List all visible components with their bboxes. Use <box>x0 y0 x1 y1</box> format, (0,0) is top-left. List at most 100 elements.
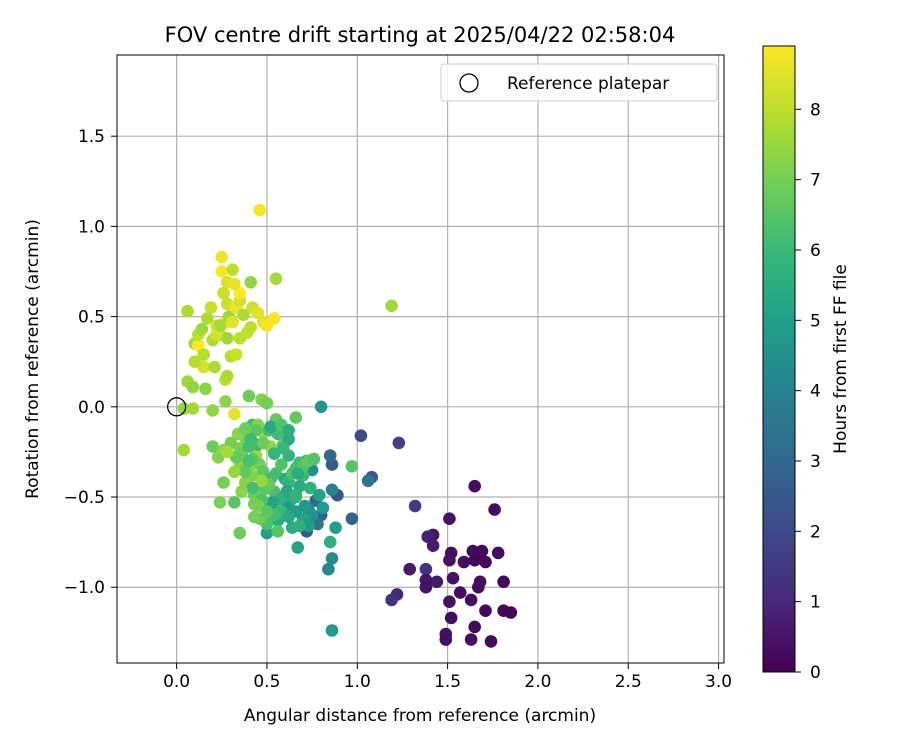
colorbar-tick-label: 0 <box>810 663 821 683</box>
data-point <box>217 476 230 489</box>
data-point <box>479 555 492 569</box>
data-point <box>242 454 256 468</box>
data-point <box>244 276 257 289</box>
colorbar-tick-label: 4 <box>810 382 821 402</box>
data-point <box>329 521 342 534</box>
data-point <box>302 519 315 533</box>
data-point <box>403 562 417 576</box>
data-point <box>228 277 241 291</box>
data-point <box>426 539 440 552</box>
x-tick-label: 3.0 <box>705 672 732 692</box>
data-point <box>443 595 456 608</box>
data-point <box>313 488 326 502</box>
data-point <box>323 449 337 462</box>
data-point <box>453 586 467 599</box>
data-point <box>289 488 303 502</box>
data-point <box>267 447 281 461</box>
data-point <box>275 458 288 471</box>
colorbar-tick-label: 3 <box>810 452 821 472</box>
data-point <box>316 501 330 515</box>
data-point <box>177 402 191 415</box>
data-point <box>385 593 398 607</box>
x-axis-label: Angular distance from reference (arcmin) <box>244 706 596 726</box>
data-point <box>443 553 456 567</box>
data-point <box>267 312 281 325</box>
data-point <box>282 510 295 524</box>
data-point <box>226 263 239 277</box>
data-point <box>430 575 444 589</box>
y-tick-label: 1.5 <box>78 127 105 147</box>
data-point <box>464 593 478 607</box>
data-point <box>195 322 209 336</box>
data-point <box>197 348 210 361</box>
data-point <box>491 546 505 560</box>
data-point <box>345 512 359 525</box>
data-point <box>260 526 274 540</box>
data-point <box>235 485 248 498</box>
data-point <box>260 396 274 410</box>
data-point <box>220 369 234 383</box>
data-point <box>408 499 422 513</box>
data-point <box>392 436 406 450</box>
data-point <box>345 460 359 473</box>
data-point <box>271 525 285 538</box>
data-point <box>419 580 433 594</box>
data-point <box>457 555 471 569</box>
data-point <box>229 348 243 361</box>
data-point <box>293 519 306 533</box>
data-point <box>248 497 261 511</box>
data-point <box>307 452 321 466</box>
data-point <box>213 319 227 332</box>
data-point <box>226 315 239 329</box>
data-point <box>289 411 303 424</box>
data-point <box>206 404 219 417</box>
data-point <box>443 512 456 525</box>
data-point <box>472 580 485 594</box>
data-point <box>322 562 335 576</box>
legend-open-circle-icon <box>459 73 479 93</box>
data-point <box>325 624 339 637</box>
grid-lines <box>117 55 724 663</box>
colorbar-gradient <box>762 45 796 673</box>
chart-title: FOV centre drift starting at 2025/04/22 … <box>165 23 676 47</box>
data-point <box>208 360 221 374</box>
data-point <box>325 552 339 565</box>
data-point <box>215 265 229 278</box>
data-point <box>260 505 274 518</box>
data-point <box>257 436 270 450</box>
data-point <box>264 420 277 434</box>
data-point <box>439 633 453 646</box>
legend: Reference platepar <box>440 63 718 102</box>
x-axis-ticks: 0.0 0.5 1.0 1.5 2.0 2.5 3.0 <box>163 663 732 692</box>
colorbar-label: Hours from first FF file <box>831 264 851 454</box>
data-point <box>255 474 268 488</box>
y-tick-label: 0.0 <box>78 398 105 418</box>
data-point <box>233 526 247 540</box>
colorbar-tick-label: 1 <box>810 593 821 613</box>
y-tick-label: −0.5 <box>64 488 105 508</box>
data-point <box>201 312 214 325</box>
colorbar-tick-label: 5 <box>810 311 821 331</box>
data-point <box>444 611 458 625</box>
data-point <box>237 308 250 322</box>
data-point <box>219 395 232 408</box>
data-point <box>242 389 256 403</box>
data-point <box>323 535 337 549</box>
data-point <box>304 481 317 495</box>
data-point <box>266 496 279 509</box>
colorbar-tick-label: 7 <box>810 171 821 191</box>
x-tick-label: 1.0 <box>344 672 371 692</box>
data-point <box>325 483 339 497</box>
data-point <box>246 481 259 495</box>
data-point <box>186 402 200 415</box>
data-point <box>464 633 478 646</box>
y-tick-label: 1.0 <box>78 217 105 237</box>
legend-box <box>440 63 718 102</box>
data-point <box>204 301 218 314</box>
data-point <box>497 575 510 589</box>
y-axis-label: Rotation from reference (arcmin) <box>23 219 43 499</box>
data-point <box>239 465 252 479</box>
data-point <box>484 635 498 648</box>
data-point <box>199 382 212 396</box>
